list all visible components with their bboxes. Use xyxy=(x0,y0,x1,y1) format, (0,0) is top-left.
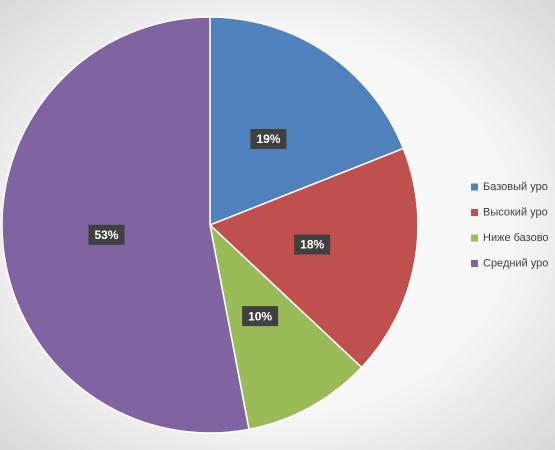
pie-slice xyxy=(208,147,419,369)
legend-swatch xyxy=(471,260,478,267)
data-label-box xyxy=(242,306,279,327)
data-label: 10% xyxy=(248,309,272,323)
legend: Базовый уро Высокий уро Ниже базово Средний… xyxy=(471,181,549,269)
legend-swatch xyxy=(471,183,478,191)
pie-slice xyxy=(209,16,405,227)
legend-label: Базовый уро xyxy=(483,181,548,193)
legend-label: Ниже базово xyxy=(483,232,549,244)
data-label-box xyxy=(88,224,125,245)
data-label: 53% xyxy=(94,228,118,242)
pie-slice xyxy=(208,222,363,431)
data-label: 18% xyxy=(300,238,324,252)
legend-swatch xyxy=(471,234,478,242)
data-label-box xyxy=(250,128,287,149)
pie xyxy=(1,16,419,434)
data-label: 19% xyxy=(256,132,280,146)
legend-swatch xyxy=(471,209,478,216)
legend-label: Средний уро xyxy=(483,257,548,269)
legend-label: Высокий уро xyxy=(483,206,548,218)
pie-slice xyxy=(1,16,250,434)
data-labels: 19% 18% 10% 53% xyxy=(88,128,331,327)
data-label-box xyxy=(294,234,331,255)
